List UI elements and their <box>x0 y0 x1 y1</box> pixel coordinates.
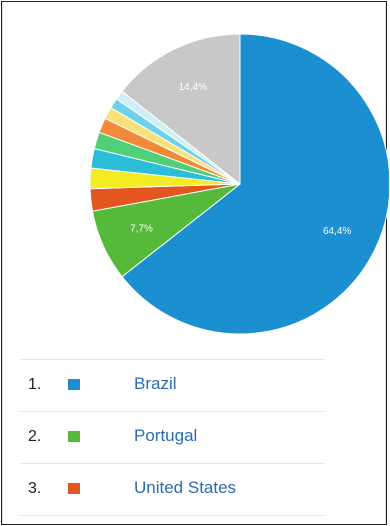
legend-rank: 3. <box>28 480 42 497</box>
pie-slice <box>121 33 241 186</box>
legend: 1. Brazil 2. Portugal 3. United States <box>20 359 325 516</box>
legend-country-link[interactable]: Portugal <box>134 426 198 445</box>
legend-rank: 1. <box>28 376 42 393</box>
legend-row: 3. United States <box>20 463 325 516</box>
legend-swatch <box>68 483 80 494</box>
legend-swatch <box>68 431 80 442</box>
pie-chart: 64,4% 7,7% 14,4% <box>89 33 389 335</box>
legend-row: 2. Portugal <box>20 411 325 463</box>
legend-country-link[interactable]: Brazil <box>134 374 177 393</box>
legend-swatch <box>68 379 80 390</box>
pie-data-label: 64,4% <box>323 226 351 237</box>
legend-country-link[interactable]: United States <box>134 478 237 497</box>
pie-data-label: 7,7% <box>130 223 153 234</box>
pie-slice-brazil <box>121 33 389 335</box>
legend-row: 1. Brazil <box>20 359 325 411</box>
legend-rank: 2. <box>28 428 42 445</box>
pie-data-label: 14,4% <box>179 82 207 93</box>
